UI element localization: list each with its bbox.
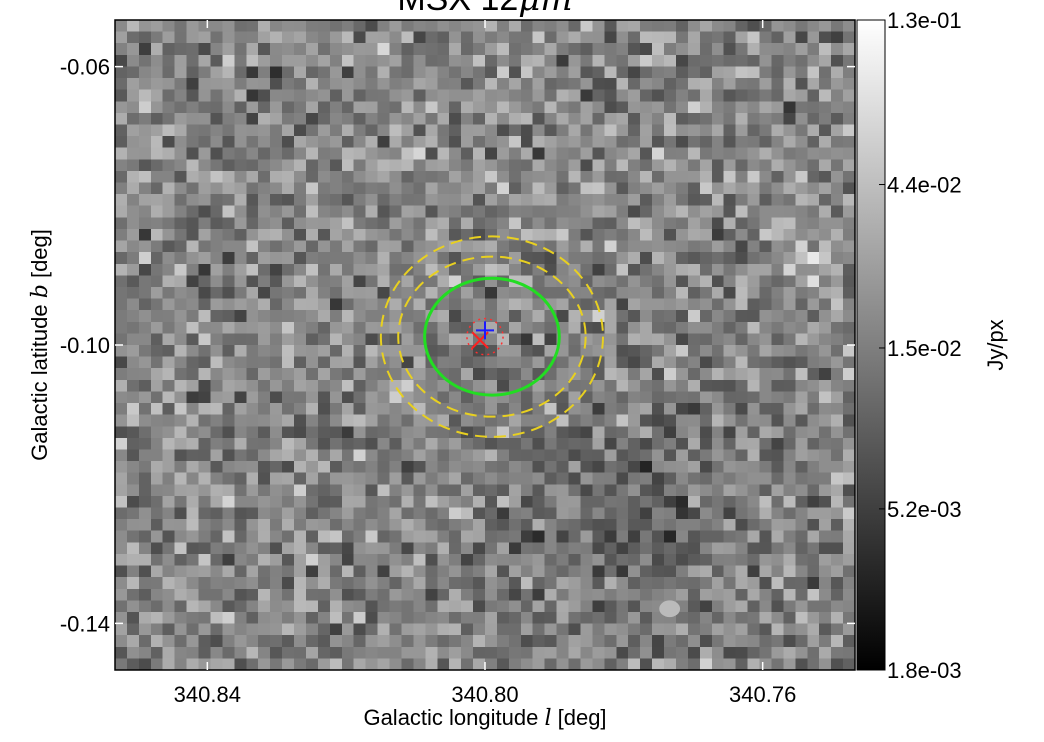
background-annulus-inner [397, 255, 587, 418]
colorbar-label: Jy/px [983, 319, 1008, 370]
x-tick-label: 340.84 [174, 682, 241, 707]
colorbar-tick-label: 5.2e-03 [887, 497, 962, 522]
x-ticks: 340.84 340.80 340.76 [174, 20, 796, 707]
colorbar-tick-label: 1.3e-01 [887, 8, 962, 33]
x-tick-label: 340.76 [729, 682, 796, 707]
overlays [379, 235, 681, 618]
y-tick-label: -0.06 [60, 55, 110, 80]
x-tick-label: 340.80 [451, 682, 518, 707]
colorbar-tick-label: 1.8e-03 [887, 658, 962, 683]
colorbar [856, 19, 886, 671]
beam-ellipse [659, 600, 681, 618]
colorbar-tick-label: 1.5e-02 [887, 336, 962, 361]
x-axis-label: Galactic longitude l [deg] [363, 705, 606, 731]
chart-title: MSX 12μm [397, 0, 572, 19]
y-axis-label: Galactic latitude b [deg] [27, 229, 53, 461]
background-annulus-outer [379, 235, 605, 438]
fit-position-marker [476, 321, 494, 340]
y-tick-label: -0.14 [60, 611, 110, 636]
plot-area [115, 20, 855, 670]
colorbar-tick-label: 4.4e-02 [887, 173, 962, 198]
y-ticks: -0.06 -0.10 -0.14 [60, 55, 855, 636]
peak-region [466, 317, 504, 356]
source-aperture [423, 276, 561, 397]
colorbar-ticks: 1.3e-01 4.4e-02 1.5e-02 5.2e-03 1.8e-03 [879, 8, 962, 683]
y-tick-label: -0.10 [60, 333, 110, 358]
